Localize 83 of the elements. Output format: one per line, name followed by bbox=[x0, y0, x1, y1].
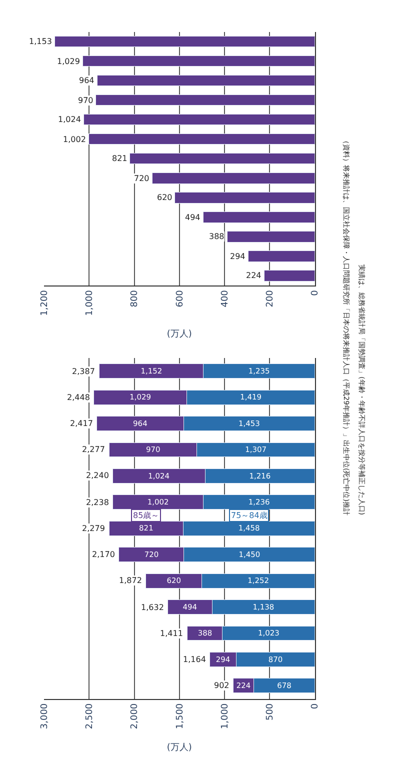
data-label: 964 bbox=[133, 418, 148, 428]
data-label: 1,023 bbox=[258, 628, 280, 638]
data-label: 620 bbox=[157, 193, 172, 202]
data-label: 1,138 bbox=[252, 602, 274, 612]
total-label: 2,387 bbox=[72, 367, 95, 376]
bar bbox=[227, 231, 315, 242]
x-tick-label: 2,500 bbox=[85, 703, 96, 730]
data-label: 970 bbox=[146, 445, 160, 454]
data-label: 1,419 bbox=[240, 392, 262, 402]
data-label: 1,029 bbox=[130, 392, 152, 402]
x-tick-label: 1,000 bbox=[220, 703, 230, 730]
bar bbox=[264, 270, 315, 282]
total-label: 902 bbox=[214, 681, 230, 690]
data-label: 964 bbox=[79, 76, 94, 85]
bar bbox=[97, 74, 315, 86]
data-label: 1,152 bbox=[140, 366, 162, 376]
bar bbox=[174, 192, 315, 204]
data-label: 821 bbox=[139, 524, 154, 533]
bar bbox=[248, 250, 315, 262]
data-label: 494 bbox=[182, 602, 198, 612]
data-label: 720 bbox=[144, 550, 159, 559]
data-label: 1,153 bbox=[29, 37, 52, 46]
bar bbox=[82, 55, 315, 67]
total-label: 1,411 bbox=[160, 629, 183, 638]
series-label: 85歳～ bbox=[133, 511, 160, 520]
x-tick-label: 1,500 bbox=[175, 703, 186, 730]
x-tick-label: 0 bbox=[310, 703, 321, 710]
data-label: 1,216 bbox=[249, 471, 271, 480]
data-label: 720 bbox=[134, 174, 150, 183]
bar bbox=[129, 153, 315, 164]
data-label: 821 bbox=[112, 154, 128, 163]
total-label: 2,240 bbox=[86, 471, 109, 480]
data-label: 294 bbox=[230, 252, 246, 261]
series-label: 75～84歳 bbox=[231, 511, 268, 520]
total-label: 2,238 bbox=[86, 498, 109, 507]
x-axis-title: (万人) bbox=[166, 742, 192, 753]
total-label: 1,872 bbox=[119, 576, 142, 585]
bar bbox=[84, 114, 315, 126]
data-label: 1,024 bbox=[58, 115, 81, 124]
x-axis-title: (万人) bbox=[166, 328, 192, 340]
bar bbox=[203, 212, 315, 223]
data-label: 494 bbox=[185, 213, 200, 222]
total-label: 2,277 bbox=[82, 445, 105, 454]
data-label: 1,024 bbox=[148, 471, 170, 480]
x-tick-label: 2,000 bbox=[130, 703, 140, 730]
bar bbox=[88, 133, 315, 145]
data-label: 1,236 bbox=[248, 498, 270, 506]
data-label: 1,307 bbox=[245, 445, 267, 454]
data-label: 678 bbox=[277, 680, 292, 690]
x-tick-label: 1,000 bbox=[85, 290, 96, 316]
data-label: 1,252 bbox=[248, 576, 270, 586]
total-label: 1,632 bbox=[141, 603, 164, 612]
data-label: 388 bbox=[209, 232, 224, 241]
total-label: 1,164 bbox=[183, 655, 206, 664]
data-label: 388 bbox=[198, 628, 212, 638]
x-tick-label: 800 bbox=[130, 290, 140, 308]
x-tick-label: 500 bbox=[266, 703, 276, 721]
total-label: 2,279 bbox=[82, 524, 105, 533]
x-tick-label: 200 bbox=[266, 290, 276, 308]
data-label: 1,450 bbox=[238, 550, 260, 559]
data-label: 870 bbox=[268, 654, 283, 664]
x-tick-label: 3,000 bbox=[40, 703, 50, 730]
data-label: 224 bbox=[246, 271, 262, 280]
bar bbox=[152, 172, 315, 184]
bar bbox=[54, 36, 315, 48]
x-tick-label: 1,200 bbox=[40, 290, 50, 316]
data-label: 1,453 bbox=[238, 418, 260, 428]
total-label: 2,170 bbox=[92, 550, 115, 559]
data-label: 620 bbox=[166, 576, 182, 586]
data-label: 1,002 bbox=[63, 135, 86, 144]
data-label: 224 bbox=[236, 680, 251, 690]
total-label: 2,448 bbox=[67, 393, 90, 402]
total-label: 2,417 bbox=[70, 419, 93, 428]
data-label: 1,235 bbox=[248, 366, 270, 376]
x-tick-label: 400 bbox=[220, 290, 230, 308]
data-label: 1,029 bbox=[57, 57, 80, 66]
data-label: 1,458 bbox=[238, 524, 260, 533]
bar bbox=[96, 94, 315, 106]
data-label: 970 bbox=[78, 96, 94, 105]
data-label: 294 bbox=[216, 654, 230, 664]
data-label: 1,002 bbox=[147, 498, 169, 506]
x-tick-label: 0 bbox=[310, 290, 321, 296]
x-tick-label: 600 bbox=[175, 290, 186, 308]
